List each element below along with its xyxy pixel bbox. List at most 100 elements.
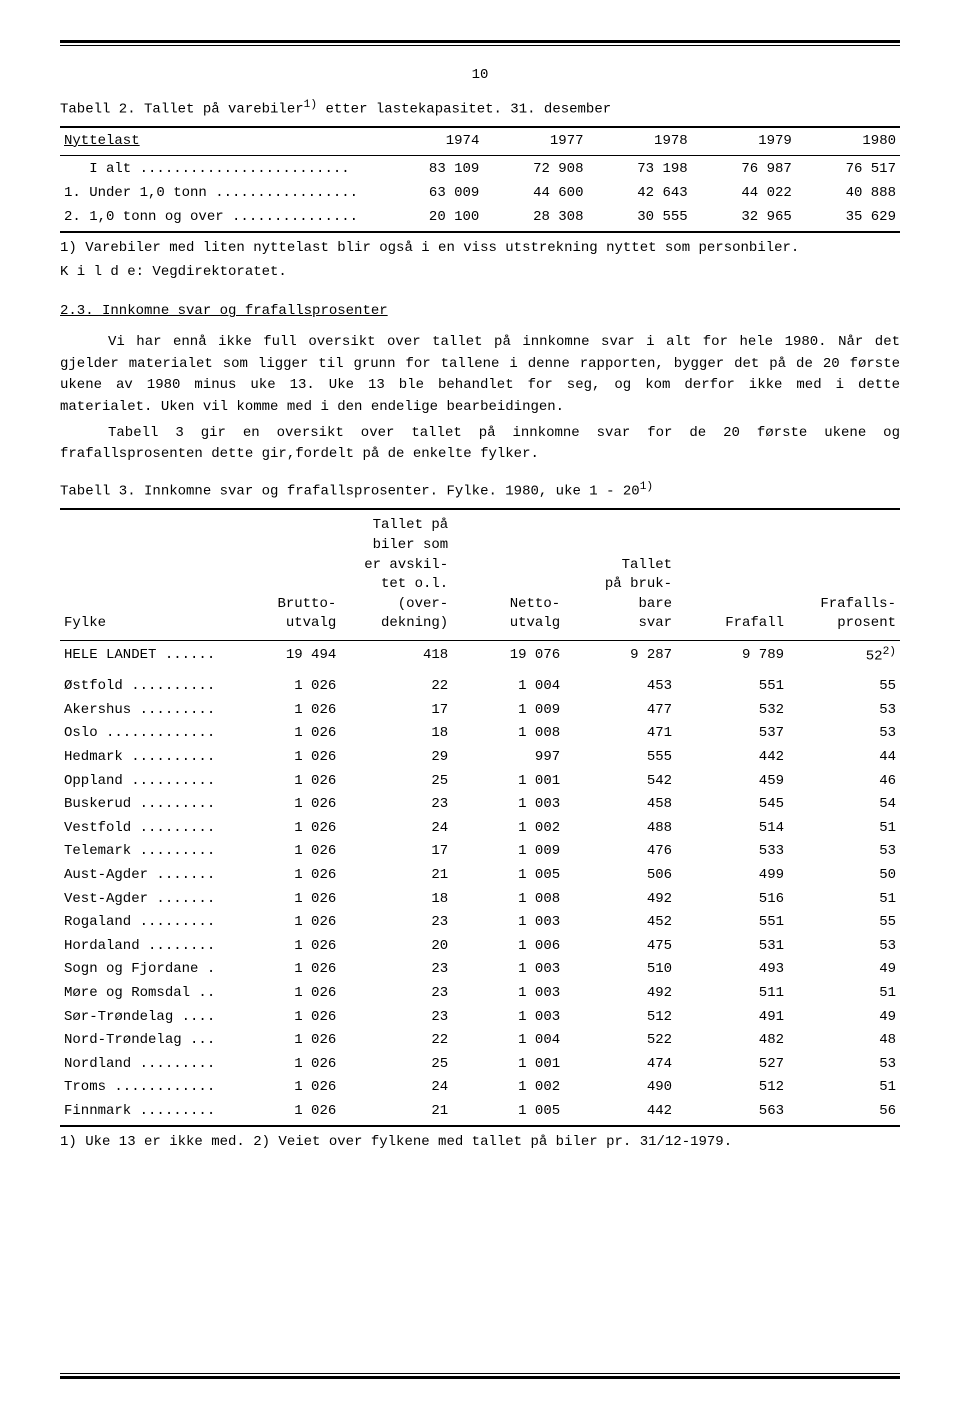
cell: 527 bbox=[676, 1053, 788, 1077]
rule bbox=[60, 155, 900, 156]
table2-caption: Tabell 2. Tallet på varebiler1) etter la… bbox=[60, 98, 900, 120]
cell: 53 bbox=[788, 699, 900, 723]
row-label: Finnmark ......... bbox=[60, 1100, 228, 1124]
cell: 9 789 bbox=[676, 643, 788, 669]
table-row: Vestfold .........1 026241 00248851451 bbox=[60, 817, 900, 841]
row-label: Oslo ............. bbox=[60, 722, 228, 746]
table3-caption: Tabell 3. Innkomne svar og frafallsprose… bbox=[60, 480, 900, 502]
cell: 512 bbox=[676, 1076, 788, 1100]
cell: 458 bbox=[564, 793, 676, 817]
cell: 532 bbox=[676, 699, 788, 723]
table3: FylkeBrutto- utvalgTallet på biler som e… bbox=[60, 512, 900, 638]
cell: 1 001 bbox=[452, 1053, 564, 1077]
cell: 23 bbox=[340, 911, 452, 935]
cell: 49 bbox=[788, 1006, 900, 1030]
cell: 24 bbox=[340, 817, 452, 841]
table2-header-label: Nyttelast bbox=[64, 133, 140, 149]
row-label: Vest-Agder ....... bbox=[60, 888, 228, 912]
table-row: I alt .........................83 10972 … bbox=[60, 158, 900, 182]
section-heading: 2.3. Innkomne svar og frafallsprosenter bbox=[60, 302, 900, 322]
row-label: Hedmark .......... bbox=[60, 746, 228, 770]
cell: 1 003 bbox=[452, 911, 564, 935]
table-row: Akershus .........1 026171 00947753253 bbox=[60, 699, 900, 723]
cell: 1 026 bbox=[228, 722, 340, 746]
cell: 29 bbox=[340, 746, 452, 770]
cell: 551 bbox=[676, 675, 788, 699]
cell: 542 bbox=[564, 770, 676, 794]
table-row: Troms ............1 026241 00249051251 bbox=[60, 1076, 900, 1100]
cell: 555 bbox=[564, 746, 676, 770]
cell: 476 bbox=[564, 840, 676, 864]
table-row: Hordaland ........1 026201 00647553153 bbox=[60, 935, 900, 959]
cell: 1 003 bbox=[452, 982, 564, 1006]
table3-header-row: FylkeBrutto- utvalgTallet på biler som e… bbox=[60, 512, 900, 638]
rule bbox=[60, 1125, 900, 1127]
table-row: HELE LANDET ......19 49441819 0769 2879 … bbox=[60, 643, 900, 669]
cell: 55 bbox=[788, 675, 900, 699]
cell: 492 bbox=[564, 982, 676, 1006]
cell: 1 005 bbox=[452, 864, 564, 888]
row-label: Troms ............ bbox=[60, 1076, 228, 1100]
cell: 24 bbox=[340, 1076, 452, 1100]
table-row: Vest-Agder .......1 026181 00849251651 bbox=[60, 888, 900, 912]
row-label: Oppland .......... bbox=[60, 770, 228, 794]
section-para-1: Vi har ennå ikke full oversikt over tall… bbox=[60, 332, 900, 419]
cell: 19 076 bbox=[452, 643, 564, 669]
cell: 1 026 bbox=[228, 1029, 340, 1053]
row-label: Nordland ......... bbox=[60, 1053, 228, 1077]
row-label: Møre og Romsdal .. bbox=[60, 982, 228, 1006]
cell: 475 bbox=[564, 935, 676, 959]
row-label: Akershus ......... bbox=[60, 699, 228, 723]
table3-caption-sup: 1) bbox=[640, 481, 653, 493]
cell: 50 bbox=[788, 864, 900, 888]
cell: 44 bbox=[788, 746, 900, 770]
cell: 1 026 bbox=[228, 911, 340, 935]
table2-year-3: 1979 bbox=[692, 130, 796, 154]
row-label: Telemark ......... bbox=[60, 840, 228, 864]
cell: 17 bbox=[340, 699, 452, 723]
cell: 1 004 bbox=[452, 1029, 564, 1053]
cell: 514 bbox=[676, 817, 788, 841]
cell: 18 bbox=[340, 888, 452, 912]
cell: 35 629 bbox=[796, 206, 900, 230]
row-label: 1. Under 1,0 tonn ................. bbox=[60, 182, 379, 206]
cell: 1 026 bbox=[228, 982, 340, 1006]
cell: 482 bbox=[676, 1029, 788, 1053]
cell: 1 005 bbox=[452, 1100, 564, 1124]
cell: 1 026 bbox=[228, 935, 340, 959]
column-header: Frafalls- prosent bbox=[788, 512, 900, 638]
row-label: Aust-Agder ....... bbox=[60, 864, 228, 888]
cell: 1 003 bbox=[452, 793, 564, 817]
table-row: Hedmark ..........1 0262999755544244 bbox=[60, 746, 900, 770]
cell: 1 006 bbox=[452, 935, 564, 959]
column-header: Tallet på biler som er avskil- tet o.l. … bbox=[340, 512, 452, 638]
table2-footnote: 1) Varebiler med liten nyttelast blir og… bbox=[60, 239, 900, 259]
row-label: HELE LANDET ...... bbox=[60, 643, 228, 669]
table-row: Nord-Trøndelag ...1 026221 00452248248 bbox=[60, 1029, 900, 1053]
cell: 44 600 bbox=[483, 182, 587, 206]
table-row: Oslo .............1 026181 00847153753 bbox=[60, 722, 900, 746]
cell: 1 026 bbox=[228, 1006, 340, 1030]
cell: 1 002 bbox=[452, 1076, 564, 1100]
cell: 51 bbox=[788, 817, 900, 841]
cell: 42 643 bbox=[588, 182, 692, 206]
rule bbox=[60, 640, 900, 641]
row-label: Sør-Trøndelag .... bbox=[60, 1006, 228, 1030]
cell: 453 bbox=[564, 675, 676, 699]
cell: 21 bbox=[340, 864, 452, 888]
row-label: Østfold .......... bbox=[60, 675, 228, 699]
cell: 49 bbox=[788, 958, 900, 982]
table-row: Møre og Romsdal ..1 026231 00349251151 bbox=[60, 982, 900, 1006]
cell: 53 bbox=[788, 1053, 900, 1077]
table2-caption-pre: Tabell 2. Tallet på varebiler bbox=[60, 101, 304, 117]
cell: 76 987 bbox=[692, 158, 796, 182]
section-heading-text: 2.3. Innkomne svar og frafallsprosenter bbox=[60, 303, 388, 319]
cell: 1 026 bbox=[228, 817, 340, 841]
cell: 1 026 bbox=[228, 793, 340, 817]
row-label: 2. 1,0 tonn og over ............... bbox=[60, 206, 379, 230]
table2-caption-post: etter lastekapasitet. 31. desember bbox=[317, 101, 611, 117]
cell: 19 494 bbox=[228, 643, 340, 669]
cell: 545 bbox=[676, 793, 788, 817]
cell: 21 bbox=[340, 1100, 452, 1124]
cell: 23 bbox=[340, 958, 452, 982]
